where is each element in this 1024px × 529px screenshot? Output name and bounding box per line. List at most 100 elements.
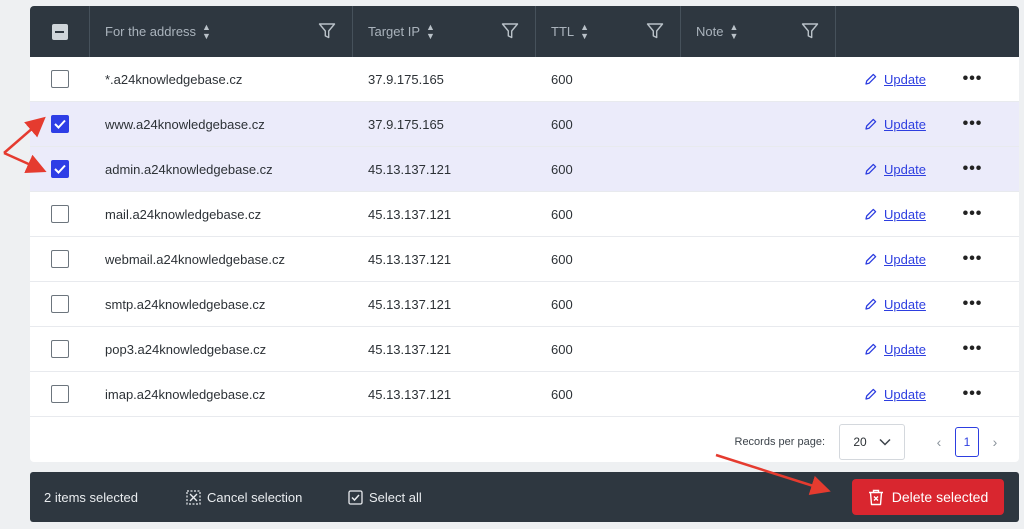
update-action[interactable]: Update xyxy=(836,192,946,236)
selection-action-bar: 2 items selected Cancel selection Select… xyxy=(30,472,1019,522)
table-row[interactable]: *.a24knowledgebase.cz 37.9.175.165 600 Upda… xyxy=(30,57,1019,102)
pagination-bar: Records per page: 20 ‹ 1 › xyxy=(30,417,1019,462)
cell-target-ip: 45.13.137.121 xyxy=(368,341,452,357)
cell-target-ip: 37.9.175.165 xyxy=(368,71,444,87)
row-select-cell xyxy=(30,327,90,371)
column-header-note[interactable]: Note ▲ ▼ xyxy=(681,6,836,57)
cell-note xyxy=(681,192,836,236)
row-checkbox[interactable] xyxy=(51,340,69,358)
table-row[interactable]: admin.a24knowledgebase.cz 45.13.137.121 60… xyxy=(30,147,1019,192)
update-link[interactable]: Update xyxy=(884,161,926,177)
trash-x-icon xyxy=(868,489,883,505)
column-header-target-ip[interactable]: Target IP ▲ ▼ xyxy=(353,6,536,57)
sort-arrows-icon[interactable]: ▲ ▼ xyxy=(729,21,739,41)
table-row[interactable]: webmail.a24knowledgebase.cz 45.13.137.121… xyxy=(30,237,1019,282)
update-link[interactable]: Update xyxy=(884,341,926,357)
update-action[interactable]: Update xyxy=(836,147,946,191)
table-row[interactable]: pop3.a24knowledgebase.cz 45.13.137.121 600… xyxy=(30,327,1019,372)
checkmark-icon xyxy=(54,119,66,129)
update-link[interactable]: Update xyxy=(884,71,926,87)
table-body: *.a24knowledgebase.cz 37.9.175.165 600 Upda… xyxy=(30,57,1019,417)
column-header-actions xyxy=(836,6,1019,57)
more-dots-icon[interactable]: ••• xyxy=(962,205,983,222)
pencil-icon xyxy=(865,73,877,85)
table-row[interactable]: smtp.a24knowledgebase.cz 45.13.137.121 600… xyxy=(30,282,1019,327)
cell-ttl: 600 xyxy=(551,116,573,132)
filter-funnel-icon[interactable] xyxy=(501,22,519,40)
cell-address: admin.a24knowledgebase.cz xyxy=(105,161,273,177)
row-select-cell xyxy=(30,57,90,101)
cell-ttl: 600 xyxy=(551,71,573,87)
row-checkbox[interactable] xyxy=(51,70,69,88)
cell-note xyxy=(681,327,836,371)
records-per-page-select[interactable]: 20 xyxy=(839,424,905,460)
row-checkbox[interactable] xyxy=(51,115,69,133)
delete-selected-button[interactable]: Delete selected xyxy=(852,479,1004,515)
records-per-page-value: 20 xyxy=(853,435,867,449)
filter-funnel-icon[interactable] xyxy=(318,22,336,40)
cell-address: pop3.a24knowledgebase.cz xyxy=(105,341,267,357)
update-link[interactable]: Update xyxy=(884,296,926,312)
cancel-selection-button[interactable]: Cancel selection xyxy=(186,490,346,505)
update-link[interactable]: Update xyxy=(884,206,926,222)
more-dots-icon[interactable]: ••• xyxy=(962,295,983,312)
select-all-button[interactable]: Select all xyxy=(348,490,422,505)
cell-address: imap.a24knowledgebase.cz xyxy=(105,386,266,402)
cell-target-ip: 45.13.137.121 xyxy=(368,251,452,267)
cell-note xyxy=(681,372,836,416)
row-checkbox[interactable] xyxy=(51,250,69,268)
more-dots-icon[interactable]: ••• xyxy=(962,70,983,87)
row-checkbox[interactable] xyxy=(51,385,69,403)
filter-funnel-icon[interactable] xyxy=(646,22,664,40)
header-select-cell xyxy=(30,6,90,57)
sort-arrows-icon[interactable]: ▲ ▼ xyxy=(580,21,590,41)
update-action[interactable]: Update xyxy=(836,372,946,416)
more-dots-icon[interactable]: ••• xyxy=(962,250,983,267)
update-action[interactable]: Update xyxy=(836,102,946,146)
column-header-ttl[interactable]: TTL ▲ ▼ xyxy=(536,6,681,57)
update-link[interactable]: Update xyxy=(884,251,926,267)
more-dots-icon[interactable]: ••• xyxy=(962,115,983,132)
pencil-icon xyxy=(865,388,877,400)
row-select-cell xyxy=(30,237,90,281)
row-checkbox[interactable] xyxy=(51,295,69,313)
row-select-cell xyxy=(30,147,90,191)
chevron-left-icon[interactable]: ‹ xyxy=(936,434,942,450)
cell-ttl: 600 xyxy=(551,161,573,177)
cell-note xyxy=(681,57,836,101)
more-dots-icon[interactable]: ••• xyxy=(962,340,983,357)
column-header-address[interactable]: For the address ▲ ▼ xyxy=(90,6,353,57)
cell-ttl: 600 xyxy=(551,341,573,357)
select-all-label: Select all xyxy=(369,489,422,505)
cell-note xyxy=(681,237,836,281)
table-row[interactable]: mail.a24knowledgebase.cz 45.13.137.121 600… xyxy=(30,192,1019,237)
pencil-icon xyxy=(865,343,877,355)
table-row[interactable]: www.a24knowledgebase.cz 37.9.175.165 600 Up… xyxy=(30,102,1019,147)
update-link[interactable]: Update xyxy=(884,116,926,132)
checkbox-check-icon xyxy=(348,489,363,505)
more-dots-icon[interactable]: ••• xyxy=(962,160,983,177)
chevron-down-icon xyxy=(879,438,891,446)
cell-ttl: 600 xyxy=(551,296,573,312)
update-action[interactable]: Update xyxy=(836,237,946,281)
cell-address: *.a24knowledgebase.cz xyxy=(105,71,243,87)
update-action[interactable]: Update xyxy=(836,57,946,101)
header-select-all-checkbox[interactable] xyxy=(51,23,68,40)
page-number-button[interactable]: 1 xyxy=(955,427,979,457)
row-checkbox[interactable] xyxy=(51,205,69,223)
sort-arrows-icon[interactable]: ▲ ▼ xyxy=(426,21,435,41)
cell-address: www.a24knowledgebase.cz xyxy=(105,116,265,132)
row-checkbox[interactable] xyxy=(51,160,69,178)
sort-arrows-icon[interactable]: ▲ ▼ xyxy=(202,21,211,41)
column-label-note: Note xyxy=(696,24,724,39)
delete-selected-label: Delete selected xyxy=(891,489,989,505)
chevron-right-icon[interactable]: › xyxy=(992,434,998,450)
update-action[interactable]: Update xyxy=(836,327,946,371)
table-row[interactable]: imap.a24knowledgebase.cz 45.13.137.121 600… xyxy=(30,372,1019,417)
update-link[interactable]: Update xyxy=(884,386,926,402)
selected-count-text: 2 items selected xyxy=(44,489,138,505)
filter-funnel-icon[interactable] xyxy=(801,22,819,40)
update-action[interactable]: Update xyxy=(836,282,946,326)
cell-target-ip: 45.13.137.121 xyxy=(368,386,452,402)
more-dots-icon[interactable]: ••• xyxy=(962,385,983,402)
